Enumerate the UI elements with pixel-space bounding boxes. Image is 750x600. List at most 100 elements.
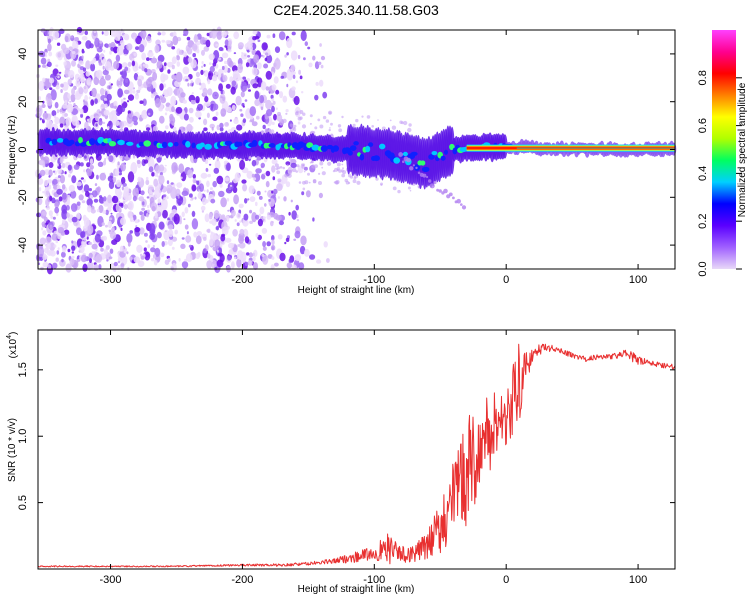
spectrogram-noise-dot (290, 64, 296, 72)
spectrogram-noise-dot (236, 124, 243, 131)
spectrogram-noise-dot (167, 238, 173, 247)
spectrogram-noise-dot (216, 124, 220, 131)
spectrogram-noise-dot (52, 262, 58, 269)
spectrogram-noise-dot (80, 177, 84, 180)
snr-scale-exp: 4 (6, 335, 13, 339)
spectrogram-noise-dot (302, 187, 306, 191)
spectrogram-noise-dot (389, 119, 392, 122)
spectrogram-noise-dot (273, 113, 277, 121)
spectrogram-noise-dot (181, 237, 185, 240)
spectrogram-noise-dot (167, 224, 174, 230)
spectrogram-noise-dot (298, 69, 301, 75)
spectrogram-noise-dot (161, 31, 166, 36)
spectrogram-noise-dot (88, 188, 92, 192)
spectrogram-noise-dot (206, 260, 213, 269)
spectrogram-y-tick-label: -40 (17, 237, 29, 253)
spectrogram-noise-dot (183, 51, 188, 58)
snr-x-tick-label: 100 (629, 574, 647, 586)
spectrogram-noise-dot (82, 50, 85, 54)
spectrogram-noise-dot (133, 37, 136, 41)
spectrogram-noise-dot (274, 46, 281, 53)
spectrogram-noise-dot (325, 119, 330, 123)
spectrogram-noise-dot (213, 103, 219, 111)
spectrogram-noise-dot (264, 128, 269, 133)
spectrogram-noise-dot (255, 168, 262, 174)
spectrogram-noise-dot (318, 172, 321, 175)
spectrogram-noise-dot (150, 247, 156, 253)
spectrogram-noise-dot (120, 98, 124, 104)
spectrogram-noise-dot (62, 47, 70, 55)
spectrogram-noise-dot (43, 247, 49, 254)
spectrogram-noise-dot (277, 178, 282, 183)
spectrogram-branch-dot (402, 160, 405, 163)
spectrogram-noise-dot (230, 261, 235, 269)
spectrogram-noise-dot (271, 165, 276, 173)
spectrogram-noise-dot (151, 172, 155, 177)
spectrogram-noise-dot (87, 224, 94, 235)
spectrogram-noise-dot (35, 105, 43, 117)
spectrogram-noise-dot (80, 113, 84, 118)
spectrogram-noise-dot (146, 196, 150, 199)
spectrogram-noise-dot (122, 182, 127, 187)
spectrogram-noise-dot (171, 56, 177, 64)
spectrogram-noise-dot (62, 192, 67, 200)
spectrogram-noise-dot (61, 184, 66, 190)
spectrogram-noise-dot (134, 93, 140, 100)
colorbar-tick-label: 0.6 (697, 118, 709, 133)
spectrogram-noise-dot (161, 241, 165, 247)
spectrogram-noise-dot (216, 249, 219, 253)
spectrogram-noise-dot (215, 111, 219, 116)
spectrogram-noise-dot (116, 179, 122, 188)
spectrogram-noise-dot (167, 257, 171, 263)
spectrogram-noise-dot (282, 166, 286, 170)
spectrogram-noise-dot (98, 62, 103, 66)
spectrogram-noise-dot (283, 196, 287, 202)
spectrogram-ridge-blob (204, 143, 212, 150)
spectrogram-noise-dot (59, 259, 66, 267)
spectrogram-noise-dot (288, 157, 292, 161)
spectrogram-ridge-blob (167, 142, 173, 148)
spectrogram-noise-dot (38, 80, 45, 91)
spectrogram-noise-dot (124, 53, 127, 56)
spectrogram-noise-dot (187, 169, 194, 179)
spectrogram-noise-dot (209, 65, 215, 73)
spectrogram-noise-dot (286, 262, 292, 269)
spectrogram-noise-dot (208, 163, 212, 166)
colorbar-gradient (712, 30, 736, 269)
spectrogram-noise-dot (65, 263, 72, 273)
spectrogram-noise-dot (90, 209, 96, 214)
spectrogram-noise-dot (52, 30, 60, 41)
spectrogram-noise-dot (138, 44, 145, 53)
spectrogram-noise-dot (57, 233, 62, 240)
spectrogram-noise-dot (118, 77, 121, 82)
spectrogram-noise-dot (272, 33, 276, 38)
spectrogram-noise-dot (83, 99, 88, 108)
spectrogram-noise-dot (73, 164, 80, 170)
spectrogram-noise-dot (299, 245, 306, 255)
spectrogram-noise-dot (150, 57, 158, 64)
spectrogram-noise-dot (341, 163, 344, 166)
spectrogram-noise-dot (340, 169, 344, 173)
snr-x-tick-label: -200 (231, 574, 253, 586)
spectrogram-noise-dot (241, 52, 244, 54)
spectrogram-noise-dot (260, 162, 265, 168)
spectrogram-noise-dot (295, 80, 299, 84)
spectrogram-noise-dot (267, 254, 273, 259)
spectrogram-noise-dot (164, 112, 168, 116)
spectrogram-noise-dot (87, 261, 94, 270)
spectrogram-noise-dot (199, 87, 202, 91)
spectrogram-noise-dot (270, 220, 274, 227)
spectrogram-noise-dot (129, 230, 133, 234)
spectrogram-noise-dot (163, 158, 166, 161)
spectrogram-ridge-blob (89, 138, 96, 146)
spectrogram-noise-dot (94, 183, 98, 187)
spectrogram-noise-dot (71, 255, 75, 259)
spectrogram-noise-dot (317, 118, 321, 122)
spectrogram-noise-dot (239, 228, 245, 235)
spectrogram-noise-dot (127, 94, 135, 101)
spectrogram-noise-dot (134, 227, 141, 233)
spectrogram-noise-dot (341, 115, 344, 119)
spectrogram-noise-dot (291, 70, 296, 76)
spectrogram-branch-dot (448, 192, 453, 197)
spectrogram-noise-dot (318, 61, 322, 65)
